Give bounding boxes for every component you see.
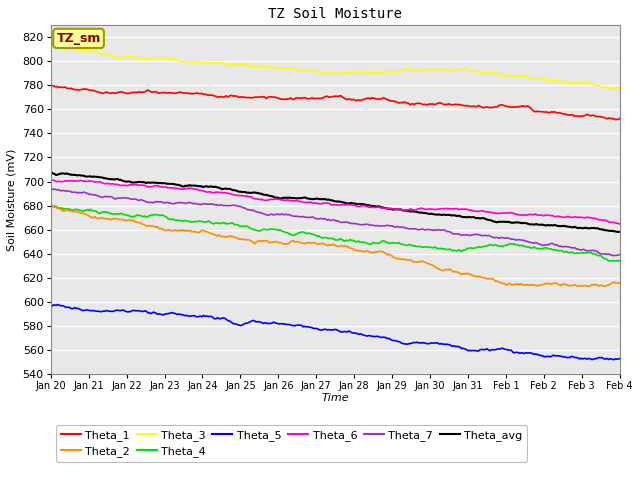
Line: Theta_3: Theta_3 — [51, 47, 620, 89]
Theta_2 — [616, 280, 623, 286]
Theta_avg — [116, 177, 124, 183]
Theta_3 — [459, 66, 467, 72]
Theta_7 — [460, 232, 468, 238]
Theta_3 — [47, 44, 54, 49]
Line: Theta_4: Theta_4 — [51, 205, 620, 261]
Theta_avg — [48, 170, 56, 176]
Theta_1 — [232, 93, 240, 99]
Theta_avg — [274, 195, 282, 201]
Theta_5 — [274, 321, 282, 326]
Theta_6 — [614, 221, 622, 227]
Title: TZ Soil Moisture: TZ Soil Moisture — [268, 7, 402, 21]
Theta_4 — [274, 227, 282, 233]
Theta_avg — [406, 209, 414, 215]
Theta_2 — [405, 257, 413, 263]
Y-axis label: Soil Moisture (mV): Soil Moisture (mV) — [7, 148, 17, 251]
Theta_2 — [584, 284, 592, 289]
Theta_6 — [116, 182, 124, 188]
Theta_3 — [609, 86, 616, 92]
Theta_4 — [116, 211, 124, 216]
Theta_1 — [405, 100, 413, 106]
Theta_4 — [406, 242, 414, 248]
Theta_6 — [47, 178, 54, 183]
Theta_3 — [274, 64, 282, 70]
Theta_1 — [458, 102, 465, 108]
Theta_1 — [115, 89, 123, 95]
Theta_avg — [462, 214, 470, 220]
Theta_1 — [612, 117, 620, 122]
Theta_5 — [616, 356, 623, 361]
X-axis label: Time: Time — [321, 393, 349, 403]
Theta_7 — [232, 203, 240, 209]
Theta_7 — [115, 195, 123, 201]
Text: TZ_sm: TZ_sm — [56, 32, 100, 45]
Theta_3 — [616, 85, 623, 91]
Theta_6 — [406, 206, 414, 212]
Theta_7 — [272, 211, 280, 217]
Line: Theta_7: Theta_7 — [51, 189, 620, 256]
Line: Theta_avg: Theta_avg — [51, 173, 620, 232]
Line: Theta_2: Theta_2 — [51, 205, 620, 287]
Theta_3 — [234, 62, 241, 68]
Theta_3 — [48, 44, 56, 49]
Theta_3 — [116, 56, 124, 61]
Theta_1 — [47, 82, 54, 88]
Theta_7 — [609, 253, 616, 259]
Theta_5 — [47, 303, 54, 309]
Theta_6 — [274, 197, 282, 203]
Theta_avg — [616, 229, 623, 235]
Theta_5 — [459, 345, 467, 351]
Theta_6 — [234, 192, 241, 198]
Theta_1 — [616, 116, 623, 121]
Theta_5 — [610, 357, 618, 362]
Theta_3 — [406, 67, 414, 73]
Theta_avg — [614, 229, 622, 235]
Theta_7 — [405, 226, 413, 231]
Theta_2 — [272, 239, 280, 244]
Theta_4 — [48, 203, 56, 208]
Line: Theta_1: Theta_1 — [51, 85, 620, 120]
Line: Theta_5: Theta_5 — [51, 304, 620, 360]
Theta_avg — [47, 170, 54, 176]
Theta_avg — [234, 188, 241, 194]
Theta_4 — [234, 222, 241, 228]
Theta_2 — [460, 271, 468, 276]
Theta_2 — [232, 235, 240, 240]
Theta_5 — [406, 341, 414, 347]
Legend: Theta_1, Theta_2, Theta_3, Theta_4, Theta_5, Theta_6, Theta_7, Theta_avg: Theta_1, Theta_2, Theta_3, Theta_4, Thet… — [56, 425, 527, 462]
Theta_4 — [459, 247, 467, 253]
Theta_2 — [458, 272, 465, 277]
Theta_4 — [462, 247, 470, 252]
Line: Theta_6: Theta_6 — [51, 180, 620, 224]
Theta_6 — [459, 206, 467, 212]
Theta_2 — [47, 203, 54, 208]
Theta_7 — [47, 186, 54, 192]
Theta_2 — [115, 216, 123, 222]
Theta_5 — [462, 347, 470, 352]
Theta_1 — [460, 103, 468, 108]
Theta_7 — [616, 252, 623, 257]
Theta_1 — [272, 95, 280, 100]
Theta_7 — [458, 232, 465, 238]
Theta_5 — [116, 308, 124, 313]
Theta_3 — [462, 66, 470, 72]
Theta_4 — [47, 203, 54, 208]
Theta_6 — [462, 206, 470, 212]
Theta_6 — [616, 221, 623, 227]
Theta_avg — [459, 214, 467, 220]
Theta_6 — [48, 177, 56, 183]
Theta_4 — [616, 258, 623, 264]
Theta_5 — [54, 301, 61, 307]
Theta_4 — [612, 258, 620, 264]
Theta_5 — [234, 322, 241, 327]
